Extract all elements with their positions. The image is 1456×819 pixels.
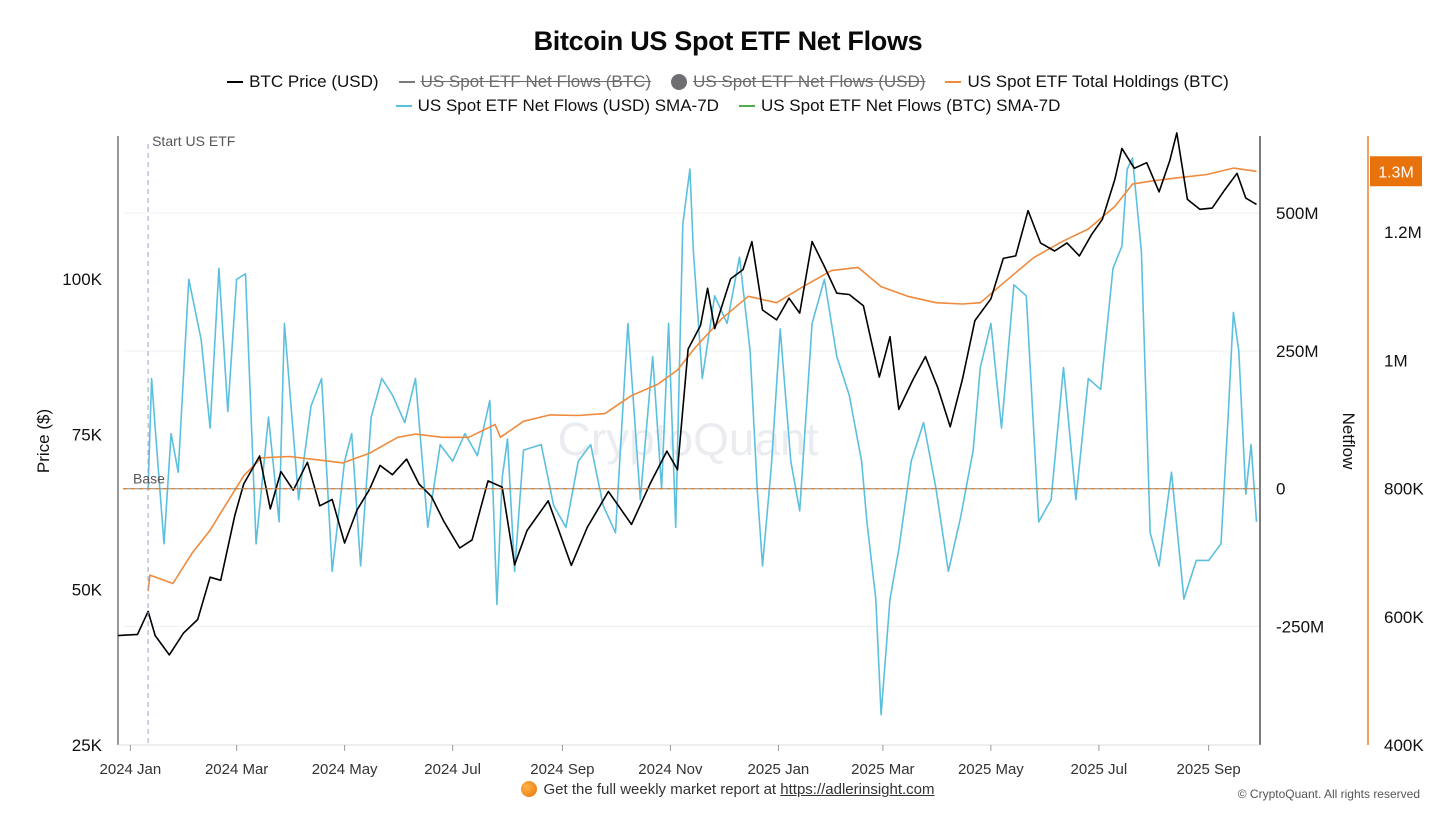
copyright: © CryptoQuant. All rights reserved <box>1237 787 1420 801</box>
x-axis-tick-label: 2024 Sep <box>530 761 594 778</box>
x-axis-tick-label: 2024 Jul <box>424 761 481 778</box>
netflow-axis-tick-label: -250M <box>1276 618 1324 637</box>
legend: BTC Price (USD) US Spot ETF Net Flows (B… <box>0 72 1456 92</box>
holdings-current-value-label: 1.3M <box>1378 164 1414 181</box>
series-line-us-spot-etf-total-holdings-btc- <box>147 167 1257 592</box>
legend-item-total-holdings[interactable]: US Spot ETF Total Holdings (BTC) <box>945 72 1229 92</box>
legend-label: US Spot ETF Net Flows (USD) SMA-7D <box>417 96 719 115</box>
legend-line-icon <box>395 105 412 107</box>
chart-title: Bitcoin US Spot ETF Net Flows <box>533 26 923 56</box>
x-axis-tick-label: 2024 May <box>312 761 378 778</box>
legend-line-icon <box>738 105 755 107</box>
holdings-axis-tick-label: 1.2M <box>1384 223 1422 242</box>
legend-item-netflows-usd-sma[interactable]: US Spot ETF Net Flows (USD) SMA-7D <box>395 96 719 116</box>
left-axis-tick-label: 100K <box>62 270 102 289</box>
adler-logo-icon <box>521 781 538 797</box>
legend-line-icon <box>227 81 244 83</box>
x-axis-tick-label: 2025 Sep <box>1177 761 1241 778</box>
netflow-axis-title: Netflow <box>1339 413 1358 470</box>
legend-label: US Spot ETF Net Flows (BTC) SMA-7D <box>760 96 1061 115</box>
netflow-axis-tick-label: 250M <box>1276 342 1319 361</box>
legend-dot-icon <box>671 74 688 90</box>
left-axis-tick-label: 75K <box>72 425 103 444</box>
legend-line-icon <box>945 81 962 83</box>
footer-note: Get the full weekly market report at htt… <box>0 781 1456 798</box>
legend-line-icon <box>398 81 415 83</box>
netflow-axis-tick-label: 500M <box>1276 204 1319 223</box>
legend-label: US Spot ETF Net Flows (USD) <box>693 72 926 91</box>
x-axis-tick-label: 2024 Nov <box>638 761 703 778</box>
legend-item-btc-price[interactable]: BTC Price (USD) <box>227 72 379 92</box>
legend-item-netflows-usd[interactable]: US Spot ETF Net Flows (USD) <box>671 72 925 92</box>
holdings-axis-tick-label: 800K <box>1384 480 1424 499</box>
holdings-current-value-box <box>1370 156 1422 187</box>
x-axis-tick-label: 2025 May <box>958 761 1024 778</box>
holdings-axis-tick-label: 1M <box>1384 351 1408 370</box>
legend-label: US Spot ETF Net Flows (BTC) <box>420 72 652 91</box>
x-axis-tick-label: 2025 Jul <box>1071 761 1128 778</box>
x-axis-tick-label: 2025 Mar <box>851 761 914 778</box>
footer-link[interactable]: https://adlerinsight.com <box>780 781 935 798</box>
axes: 25K 50K 75K 100K Price ($) -250M 0 250M 500M Netf… <box>34 136 1424 778</box>
series-line-btc-price-usd- <box>117 132 1257 656</box>
watermark: CryptoQuant <box>558 413 819 465</box>
legend-label: US Spot ETF Total Holdings (BTC) <box>967 72 1229 91</box>
left-axis-tick-label: 25K <box>72 736 103 755</box>
left-axis-title: Price ($) <box>34 409 53 473</box>
netflow-axis-tick-label: 0 <box>1276 480 1285 499</box>
footer-text: Get the full weekly market report at <box>543 781 777 798</box>
legend-label: BTC Price (USD) <box>249 72 379 91</box>
legend-item-netflows-btc[interactable]: US Spot ETF Net Flows (BTC) <box>398 72 652 92</box>
x-axis-tick-label: 2024 Jan <box>100 761 162 778</box>
left-axis-tick-label: 50K <box>72 581 103 600</box>
legend-item-netflows-btc-sma[interactable]: US Spot ETF Net Flows (BTC) SMA-7D <box>738 96 1061 116</box>
legend-row-2: US Spot ETF Net Flows (USD) SMA-7D US Sp… <box>0 96 1456 116</box>
series <box>117 132 1258 716</box>
x-axis-tick-label: 2025 Jan <box>748 761 810 778</box>
series-line-us-spot-etf-net-flows-usd-sma-7d <box>147 157 1258 716</box>
base-label: Base <box>133 471 165 487</box>
x-axis-tick-label: 2024 Mar <box>205 761 268 778</box>
start-etf-label: Start US ETF <box>152 133 235 149</box>
annotations: Start US ETF Base <box>123 133 1260 745</box>
holdings-axis-tick-label: 600K <box>1384 608 1424 627</box>
holdings-axis-tick-label: 400K <box>1384 736 1424 755</box>
